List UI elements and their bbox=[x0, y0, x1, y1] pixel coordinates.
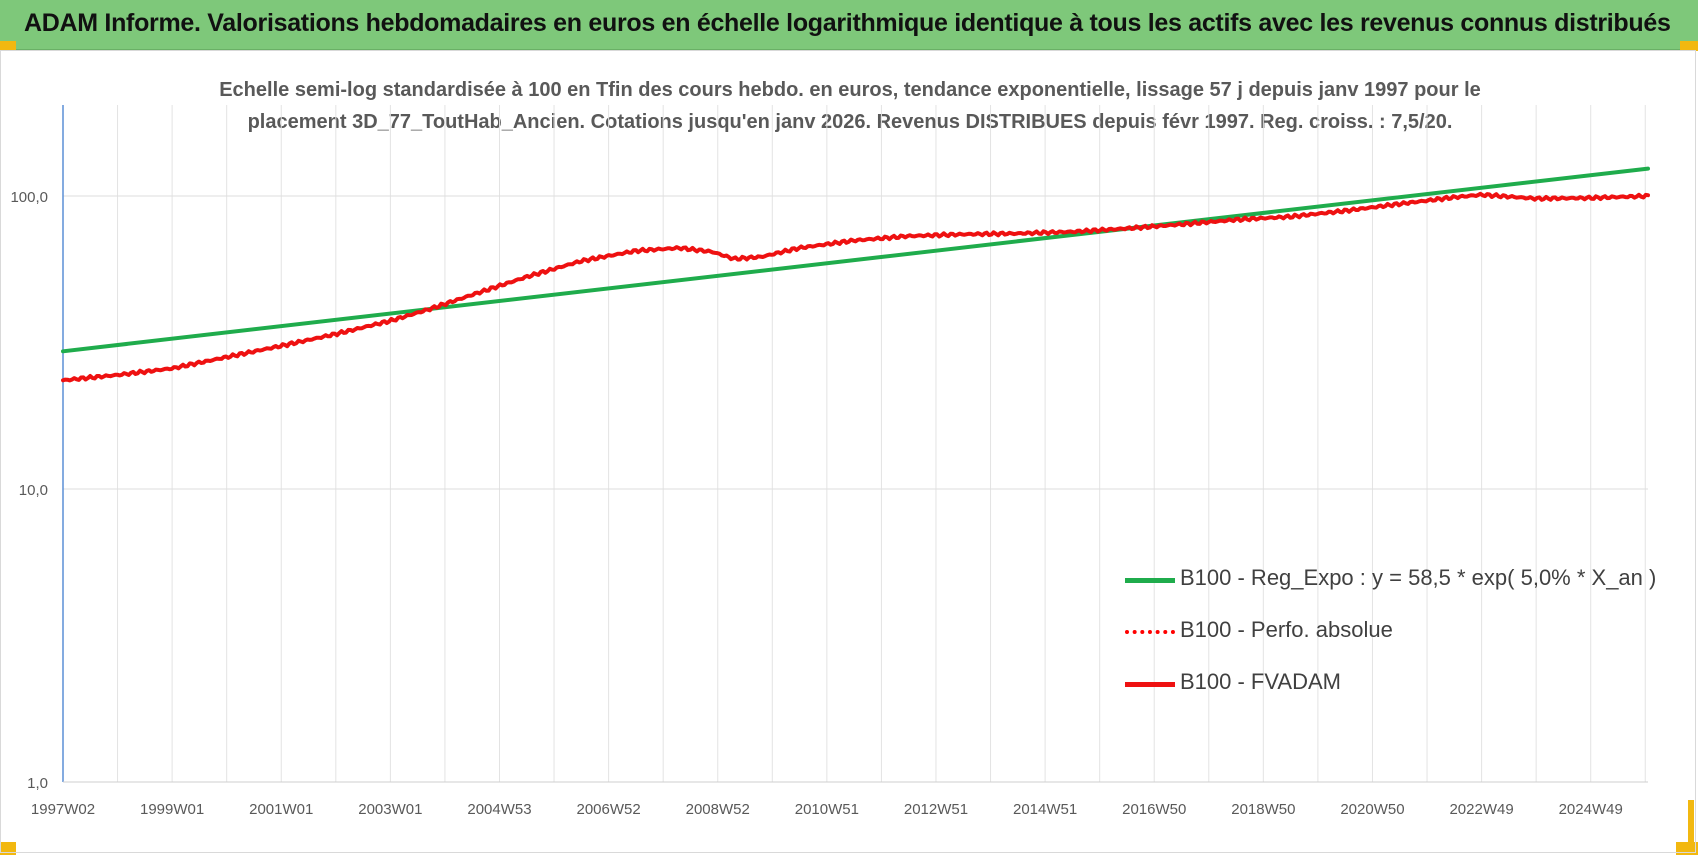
x-tick-label: 2022W49 bbox=[1449, 801, 1513, 818]
corner-marker-bottom-left bbox=[0, 842, 16, 855]
x-tick-label: 2024W49 bbox=[1559, 801, 1623, 818]
x-tick-label: 1999W01 bbox=[140, 801, 204, 818]
chart-area bbox=[0, 50, 1696, 853]
series-line-reg-expo bbox=[61, 166, 1650, 354]
corner-marker-top-right bbox=[1680, 41, 1698, 51]
x-tick-label: 2018W50 bbox=[1231, 801, 1295, 818]
x-tick-label: 2012W51 bbox=[904, 801, 968, 818]
legend-swatch-perfo-absolue bbox=[1125, 630, 1175, 634]
x-tick-label: 1997W02 bbox=[31, 801, 95, 818]
x-tick-label: 2004W53 bbox=[467, 801, 531, 818]
chart-subtitle-line-1: Echelle semi-log standardisée à 100 en T… bbox=[219, 79, 1481, 101]
y-tick-label: 10,0 bbox=[19, 482, 48, 499]
corner-marker-bottom-right bbox=[1688, 800, 1694, 855]
x-tick-label: 2014W51 bbox=[1013, 801, 1077, 818]
corner-marker-bottom-right-base bbox=[1676, 842, 1698, 855]
x-tick-label: 2010W51 bbox=[795, 801, 859, 818]
page-title: ADAM Informe. Valorisations hebdomadaire… bbox=[24, 9, 1671, 37]
chart-subtitle: Echelle semi-log standardisée à 100 en T… bbox=[150, 74, 1550, 138]
x-tick-label: 2003W01 bbox=[358, 801, 422, 818]
x-tick-label: 2020W50 bbox=[1340, 801, 1404, 818]
y-tick-label: 100,0 bbox=[10, 189, 48, 206]
chart-subtitle-line-2: placement 3D_77_ToutHab_Ancien. Cotation… bbox=[247, 111, 1453, 133]
series-line-fvadam bbox=[61, 191, 1650, 383]
legend-swatch-reg-expo bbox=[1125, 578, 1175, 583]
legend-swatch-fvadam bbox=[1125, 682, 1175, 687]
y-tick-label: 1,0 bbox=[27, 775, 48, 792]
x-tick-label: 2001W01 bbox=[249, 801, 313, 818]
legend-label-perfo-absolue: B100 - Perfo. absolue bbox=[1180, 617, 1393, 642]
x-tick-label: 2008W52 bbox=[686, 801, 750, 818]
x-tick-label: 2006W52 bbox=[577, 801, 641, 818]
legend-label-fvadam: B100 - FVADAM bbox=[1180, 669, 1341, 694]
corner-marker-top-left bbox=[0, 41, 16, 51]
legend-label-reg-expo: B100 - Reg_Expo : y = 58,5 * exp( 5,0% *… bbox=[1180, 565, 1657, 590]
title-bar: ADAM Informe. Valorisations hebdomadaire… bbox=[0, 0, 1698, 50]
x-tick-label: 2016W50 bbox=[1122, 801, 1186, 818]
